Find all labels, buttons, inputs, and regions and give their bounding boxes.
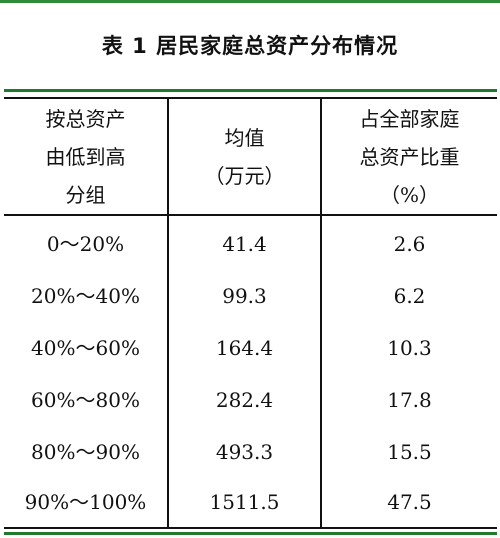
cell-share: 15.5 — [387, 440, 432, 464]
column-divider-2 — [320, 99, 322, 527]
table-row: 40%～60% 164.4 10.3 — [0, 322, 500, 374]
table-row: 20%～40% 99.3 6.2 — [0, 270, 500, 322]
cell-share: 2.6 — [393, 232, 426, 256]
table-top-black-rule — [4, 97, 497, 99]
cell-group: 40%～60% — [31, 336, 140, 360]
header-group-line: 由低到高 — [45, 145, 126, 169]
cell-group: 60%～80% — [31, 388, 140, 412]
header-mean-line: （万元） — [204, 164, 285, 188]
header-group-line: 按总资产 — [45, 107, 126, 131]
cell-group: 80%～90% — [31, 440, 140, 464]
column-divider-1 — [167, 99, 169, 527]
header-share: 占全部家庭 总资产比重 （%） — [322, 101, 497, 213]
table-row: 60%～80% 282.4 17.8 — [0, 374, 500, 426]
header-share-line: 总资产比重 — [359, 145, 460, 169]
table-bottom-black-rule — [4, 527, 497, 529]
cell-share: 47.5 — [387, 490, 432, 514]
header-group: 按总资产 由低到高 分组 — [4, 101, 167, 213]
cell-mean: 99.3 — [222, 284, 267, 308]
cell-mean: 164.4 — [215, 336, 274, 360]
header-share-line: （%） — [379, 183, 439, 207]
cell-group: 20%～40% — [31, 284, 140, 308]
header-share-line: 占全部家庭 — [359, 107, 460, 131]
table-bottom-green-rule — [4, 532, 497, 535]
cell-share: 17.8 — [387, 388, 432, 412]
header-group-line: 分组 — [65, 183, 106, 207]
cell-mean: 41.4 — [222, 232, 267, 256]
table-title: 表 1 居民家庭总资产分布情况 — [101, 34, 399, 58]
cell-group: 90%～100% — [24, 490, 147, 514]
header-bottom-rule — [4, 214, 497, 216]
cell-mean: 282.4 — [215, 388, 274, 412]
table-top-green-rule — [4, 89, 497, 92]
table-row: 0～20% 41.4 2.6 — [0, 218, 500, 270]
table-row: 90%～100% 1511.5 47.5 — [0, 476, 500, 528]
header-mean: 均值 （万元） — [169, 101, 320, 213]
top-accent-rule — [0, 0, 500, 3]
cell-mean: 493.3 — [215, 440, 274, 464]
cell-share: 10.3 — [387, 336, 432, 360]
cell-group: 0～20% — [46, 232, 125, 256]
cell-mean: 1511.5 — [209, 490, 280, 514]
cell-share: 6.2 — [393, 284, 426, 308]
header-mean-line: 均值 — [224, 126, 265, 150]
table-row: 80%～90% 493.3 15.5 — [0, 426, 500, 478]
